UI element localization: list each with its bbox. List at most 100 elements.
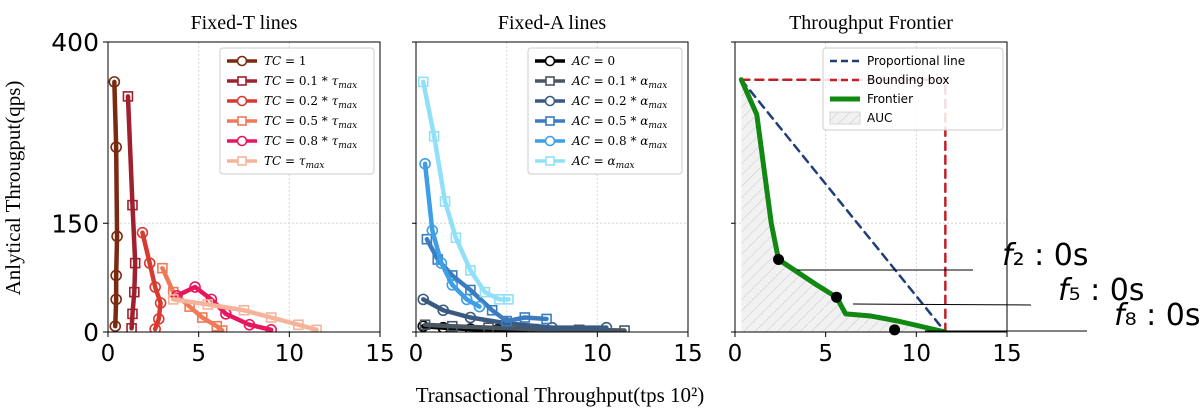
annotation-label: f₅ : 0s [1058,273,1145,308]
frontier-point [889,324,901,336]
frontier-point [831,291,843,303]
frontier-point [773,254,785,265]
data-point [417,293,430,306]
x-tick-label: 15 [992,341,1021,367]
data-point [122,91,134,102]
data-point [110,269,122,282]
legend-box [219,47,375,175]
x-tick-label: 15 [365,341,394,367]
legend-marker [545,116,555,126]
series-line [740,78,947,332]
legend-marker [237,116,247,126]
legend-label: AC = 0.2 * αmax [571,94,667,111]
legend: Proportional line Bounding box Frontier AUC [822,47,1004,131]
axes-frame [415,41,689,333]
annotation-label: f₂ : 0s [1002,238,1089,273]
data-point [465,284,476,296]
data-point [167,294,179,305]
legend-label: AC = 0 [571,54,615,68]
data-point [152,313,165,325]
data-point [189,281,201,293]
data-point [465,265,476,276]
legend-label: Frontier [867,92,913,106]
data-point [464,311,477,324]
data-point [167,286,179,298]
data-point [108,76,121,88]
legend: TC = 1 TC = 0.1 * τmax TC = 0.2 * τmax TC =… [219,47,375,175]
legend-label: Proportional line [867,54,965,68]
data-point [128,286,140,298]
series-line [421,297,609,330]
data-point [202,299,214,310]
series-line [738,77,948,332]
chart-title: Fixed-A lines [498,12,607,34]
data-point [293,319,304,331]
legend-label: AC = 0.1 * αmax [571,74,667,91]
data-point [519,312,531,323]
data-point [450,232,462,244]
legend-box [527,47,683,175]
data-point [136,226,149,239]
data-point [265,312,277,323]
x-tick-label: 5 [818,341,833,367]
axes-frame [107,41,381,333]
annotation-label: f₈ : 0s [1114,298,1200,333]
x-tick-label: 10 [275,341,304,367]
x-tick-label: 0 [728,341,743,367]
x-axis-label: Transactional Throughput(tps 10²) [416,383,705,407]
data-point [126,323,137,332]
data-point [417,76,429,88]
x-tick-label: 0 [101,341,116,367]
chart-title: Throughput Frontier [789,12,953,34]
axes-frame [734,41,1008,333]
data-point [446,279,459,291]
data-point [110,141,122,153]
data-point [486,304,498,316]
legend-marker [236,55,248,67]
data-point [111,230,123,243]
data-point [216,325,228,332]
data-point [149,323,161,332]
data-point [473,300,486,313]
data-point [546,321,558,332]
data-point [426,224,439,237]
legend-marker [237,156,247,166]
legend-label: AUC [867,111,892,125]
x-tick-label: 0 [409,341,424,367]
x-tick-label: 10 [583,341,612,367]
legend-label: TC = 0.8 * τmax [264,134,357,151]
data-point [243,318,256,331]
data-point [311,324,322,332]
chart-panel-2: Fixed-A lines 0 5 10 15 AC = 0 AC = 0.1 * αmax… [409,12,703,367]
data-point [501,315,512,327]
data-point [479,286,491,298]
data-point [437,304,450,317]
data-point [154,297,167,309]
chart-title: Fixed-T lines [191,12,298,34]
chart-panel-3: Throughput Frontier 0 5 10 15 Proportional li… [728,12,1200,367]
data-point [541,313,552,325]
data-point [127,308,138,320]
data-point [129,257,141,269]
legend-label: TC = 0.5 * τmax [264,114,357,131]
data-point [157,262,168,274]
data-point [109,320,122,332]
legend-swatch [829,111,861,125]
legend-label: AC = 0.5 * αmax [571,114,667,131]
legend-label: AC = 0.8 * αmax [571,134,667,151]
data-point [435,257,448,269]
y-axis-label: Anlytical Througput(qps) [1,81,25,296]
data-point [421,233,433,245]
x-tick-label: 5 [191,341,206,367]
x-tick-label: 15 [673,341,702,367]
legend-marker [544,55,556,67]
data-point [196,312,208,323]
plot-area [108,76,322,332]
series-line [171,297,319,332]
data-point [619,325,630,332]
data-point [149,281,161,293]
data-point [503,294,514,305]
legend: AC = 0 AC = 0.1 * αmax AC = 0.2 * αmax AC =… [527,47,683,175]
